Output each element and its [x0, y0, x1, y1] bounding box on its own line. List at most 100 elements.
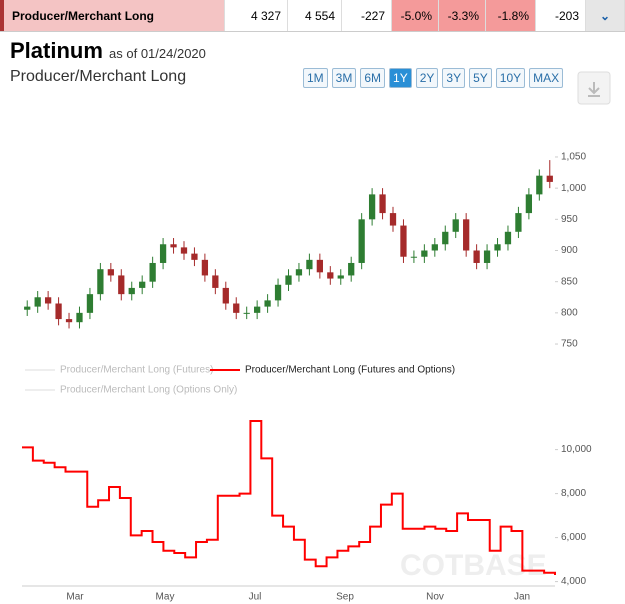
candle-body [400, 225, 407, 257]
candle-body [431, 244, 438, 251]
candle-body [494, 244, 501, 251]
candle-body [442, 231, 449, 245]
candle-body [212, 275, 219, 288]
range-button[interactable]: 3M [331, 68, 357, 88]
y-tick-label: 4,000 [561, 576, 586, 587]
dropdown[interactable]: ⌄ [586, 0, 625, 31]
candle-body [233, 303, 240, 313]
candle-body [504, 231, 512, 245]
candle-body [525, 194, 533, 214]
y-tick-label: 750 [561, 339, 578, 350]
candle-body [421, 250, 428, 257]
candle-body [254, 306, 261, 313]
candle-body [34, 297, 41, 307]
candle-body [327, 272, 334, 279]
cell: -203 [536, 0, 586, 31]
as-of: as of 01/24/2020 [109, 46, 206, 61]
candle-body [222, 287, 229, 304]
range-button[interactable]: 1M [303, 68, 328, 88]
cell: -3.3% [439, 0, 486, 31]
candle-body [24, 306, 31, 310]
candle-body [107, 269, 114, 276]
range-button[interactable]: 3Y [442, 68, 466, 88]
legend-label: Producer/Merchant Long (Options Only) [60, 385, 237, 396]
y-tick-label: 10,000 [561, 444, 592, 455]
download-icon [588, 82, 600, 97]
range-button[interactable]: 2Y [415, 68, 439, 88]
y-tick-label: 8,000 [561, 488, 586, 499]
candle-body [379, 194, 386, 214]
candle-body [76, 312, 83, 323]
candle-body [264, 300, 271, 307]
y-tick-label: 1,000 [561, 183, 586, 194]
header-row: Producer/Merchant Long 4 327 4 554 -227 … [0, 0, 625, 32]
legend-label: Producer/Merchant Long (Futures and Opti… [245, 365, 455, 376]
cell: -227 [342, 0, 392, 31]
range-button[interactable]: 1Y [389, 68, 412, 88]
candle-body [128, 287, 135, 295]
candle-body [515, 213, 522, 232]
watermark: COTBASE [400, 549, 547, 582]
candle-body [463, 219, 470, 251]
range-button[interactable]: 10Y [495, 68, 526, 88]
candle-body [44, 297, 52, 304]
candle-body [86, 294, 94, 313]
cell: 4 327 [225, 0, 288, 31]
y-tick-label: 850 [561, 276, 578, 287]
x-tick-label: Mar [66, 592, 84, 603]
candle-body [149, 262, 156, 282]
candle-body [118, 275, 125, 295]
candle-body [97, 269, 104, 295]
x-tick-label: Nov [426, 592, 444, 603]
candle-body [316, 259, 323, 273]
candle-body [483, 250, 491, 263]
cell: -5.0% [392, 0, 439, 31]
candle-body [348, 262, 355, 276]
x-tick-label: Jan [514, 592, 530, 603]
title-block: Platinum as of 01/24/2020 [10, 38, 206, 64]
line-series [22, 420, 556, 575]
subtitle: Producer/Merchant Long [10, 68, 187, 85]
candle-body [473, 250, 480, 263]
range-button[interactable]: 5Y [469, 68, 492, 88]
cell: Producer/Merchant Long [0, 0, 225, 31]
candle-body [139, 281, 146, 288]
candle-body [452, 219, 459, 232]
candle-body [191, 253, 198, 260]
candle-body [546, 175, 553, 182]
cell: 4 554 [288, 0, 342, 31]
range-button[interactable]: MAX [529, 68, 564, 88]
candle-body [170, 244, 177, 248]
candle-body [358, 219, 365, 263]
candle-body [243, 312, 250, 314]
y-tick-label: 1,050 [561, 152, 586, 163]
candle-body [55, 303, 62, 320]
range-button[interactable]: 6M [360, 68, 386, 88]
candle-body [295, 269, 303, 276]
y-tick-label: 6,000 [561, 532, 586, 543]
title: Platinum [10, 38, 103, 63]
legend-label: Producer/Merchant Long (Futures) [60, 365, 213, 376]
candle-body [180, 247, 188, 254]
candle-body [159, 244, 167, 263]
candle-body [368, 194, 376, 220]
candle-body [536, 175, 543, 195]
candle-body [410, 256, 418, 258]
candle-body [306, 259, 313, 270]
x-tick-label: Jul [249, 592, 262, 603]
candle-body [201, 259, 209, 276]
range-buttons: 1M 3M 6M 1Y 2Y 3Y 5Y 10Y MAX [303, 68, 564, 88]
candle-body [285, 275, 292, 285]
cell: -1.8% [486, 0, 536, 31]
x-tick-label: Sep [336, 592, 354, 603]
x-tick-label: May [156, 592, 175, 603]
candle-body [65, 319, 73, 323]
y-tick-label: 800 [561, 307, 578, 318]
candle-body [274, 284, 282, 301]
candle-body [389, 213, 397, 226]
candle-body [337, 275, 344, 279]
y-tick-label: 900 [561, 245, 578, 256]
y-tick-label: 950 [561, 214, 578, 225]
